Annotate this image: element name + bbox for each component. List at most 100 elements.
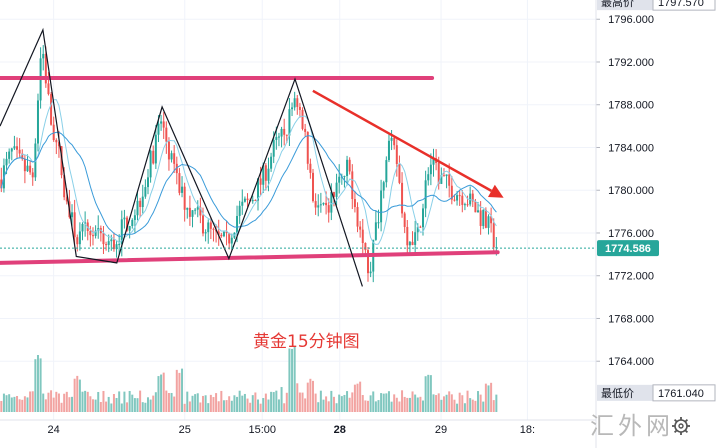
volume-bar — [482, 401, 485, 412]
candle-body — [44, 53, 47, 84]
volume-bar — [356, 383, 359, 412]
candle-body — [42, 53, 45, 59]
volume-bar — [173, 396, 176, 412]
candle-body — [346, 159, 349, 176]
volume-bar — [298, 392, 301, 412]
candle-body — [152, 150, 155, 164]
volume-bars — [0, 346, 498, 412]
volume-bar — [427, 374, 430, 412]
candle-body — [325, 202, 328, 206]
candle-body — [126, 217, 129, 231]
volume-bar — [73, 378, 76, 412]
candle-body — [222, 231, 225, 237]
volume-bar — [285, 392, 288, 412]
candle-body — [16, 146, 19, 150]
candle-body — [76, 237, 79, 245]
candle-body — [236, 216, 239, 233]
candle-body — [146, 177, 149, 188]
candle-body — [288, 109, 291, 136]
time-axis[interactable]: 24 25 15:00 28 29 18: — [0, 419, 596, 436]
volume-bar — [241, 395, 244, 412]
volume-bar — [131, 394, 134, 412]
volume-bar — [317, 402, 320, 412]
volume-bar — [456, 403, 459, 412]
candle-body — [291, 107, 294, 110]
volume-bar — [306, 382, 309, 412]
candle-body — [26, 165, 29, 172]
candle-body — [241, 201, 244, 206]
volume-bar — [57, 393, 60, 412]
candle-body — [165, 127, 168, 142]
candle-body — [296, 98, 299, 107]
volume-bar — [8, 394, 11, 412]
candle-body — [374, 222, 377, 240]
moving-averages — [0, 99, 497, 246]
volume-bar — [39, 358, 42, 412]
candle-body — [191, 210, 194, 217]
candle-body — [204, 232, 207, 234]
volume-bar — [453, 399, 456, 412]
candle-body — [380, 190, 383, 223]
volume-bar — [348, 397, 351, 412]
trend-drawings — [0, 27, 596, 287]
volume-bar — [99, 401, 102, 412]
lowest-price-tag-label: 最低价 — [601, 387, 634, 400]
volume-bar — [395, 397, 398, 412]
candle-body — [414, 232, 417, 245]
volume-bar — [361, 395, 364, 412]
volume-bar — [487, 385, 490, 412]
volume-bar — [277, 399, 280, 412]
price-tick-label: 1796.000 — [608, 14, 654, 26]
volume-bar — [112, 394, 115, 412]
highest-price-tag: 最高价 1797.570 — [597, 0, 716, 11]
volume-bar — [220, 390, 223, 412]
candle-body — [387, 140, 390, 161]
candle-body — [427, 174, 430, 181]
candle-body — [112, 239, 115, 250]
settings-gear-icon[interactable] — [672, 417, 690, 435]
volume-bar — [13, 396, 16, 412]
volume-bar — [63, 393, 66, 412]
candle-body — [207, 222, 210, 233]
volume-bar — [419, 396, 422, 412]
candle-body — [78, 231, 81, 245]
volume-bar — [256, 399, 259, 412]
price-tick-label: 1776.000 — [608, 228, 654, 240]
volume-bar — [34, 359, 37, 412]
candle-body — [393, 137, 396, 146]
candle-body — [18, 149, 21, 154]
candle-body — [21, 153, 24, 159]
volume-bar — [346, 391, 349, 412]
candle-body — [448, 174, 451, 186]
volume-bar — [196, 393, 199, 412]
volume-bar — [139, 390, 142, 412]
moving-average-fast — [0, 99, 497, 246]
candle-body — [188, 207, 191, 217]
candle-body — [141, 196, 144, 208]
candle-body — [474, 201, 477, 213]
volume-bar — [469, 398, 472, 412]
candle-body — [228, 233, 231, 244]
candle-body — [411, 241, 414, 245]
volume-bar — [440, 399, 443, 412]
candle-body — [429, 164, 432, 175]
candle-body — [246, 198, 249, 200]
volume-bar — [68, 397, 71, 412]
candle-body — [298, 106, 301, 110]
price-axis[interactable]: 1764.000 1768.000 1772.000 1776.000 1780.000… — [595, 0, 716, 448]
volume-bar — [319, 390, 322, 412]
candle-body — [230, 237, 233, 244]
volume-bar — [141, 402, 144, 412]
candle-body — [280, 128, 283, 137]
candle-body — [408, 241, 411, 246]
candle-body — [29, 165, 32, 173]
volume-bar — [42, 393, 45, 412]
volume-bar — [249, 402, 252, 412]
candle-body — [133, 215, 136, 220]
candle-body — [424, 180, 427, 209]
candle-body — [437, 162, 440, 184]
volume-bar — [102, 390, 105, 412]
candle-body — [162, 121, 165, 128]
candle-body — [120, 219, 123, 245]
